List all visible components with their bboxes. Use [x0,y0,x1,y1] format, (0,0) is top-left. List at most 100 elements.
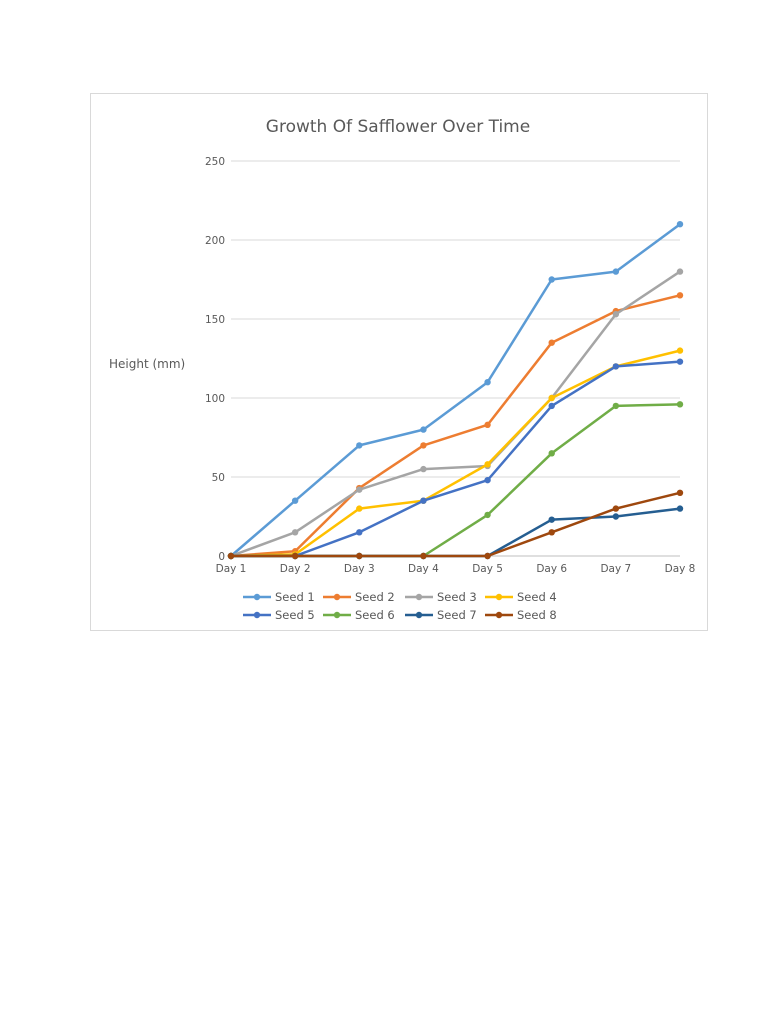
legend-item: Seed 1 [243,590,315,604]
legend-swatch-marker [415,611,423,619]
series-5 [227,358,684,560]
series-8 [227,489,684,560]
data-point [356,505,363,512]
x-tick-label: Day 4 [408,563,439,575]
data-point [420,465,427,473]
y-tick-label: 200 [205,235,225,247]
data-point [612,363,620,370]
data-point [548,394,555,402]
data-point [612,311,620,318]
series-1 [227,221,684,560]
data-point [420,497,427,504]
legend-swatch-marker [253,593,261,601]
data-point [548,450,555,457]
series-line [229,222,682,558]
legend-swatch-marker [333,593,341,601]
data-point [484,476,491,484]
legend-item: Seed 5 [243,608,315,622]
legend-swatch-marker [415,593,423,601]
y-axis-label: Height (mm) [109,357,185,371]
legend-item: Seed 8 [485,608,557,622]
legend-label: Seed 3 [437,590,477,604]
legend: Seed 1 Seed 2 Seed 3 Seed 4 Seed 5 Seed 6 Seed… [243,590,557,622]
line-chart: Growth Of Safflower Over Time Height (mm… [109,117,696,622]
legend-item: Seed 2 [323,590,395,604]
legend-label: Seed 1 [275,590,315,604]
data-point [420,426,427,433]
chart-title: Growth Of Safflower Over Time [266,117,530,137]
legend-label: Seed 8 [517,608,557,622]
legend-label: Seed 2 [355,590,395,604]
legend-label: Seed 7 [437,608,477,622]
data-point [612,513,620,520]
series-line [229,491,682,558]
legend-item: Seed 6 [323,608,395,622]
legend-label: Seed 4 [517,590,557,604]
data-point [612,268,620,275]
data-point [676,358,684,365]
data-point [676,489,684,496]
data-point [356,529,363,536]
legend-swatch-marker [495,593,503,601]
data-point [484,552,491,560]
data-point [356,486,363,493]
data-point [484,511,491,519]
series-line [229,360,682,558]
gridlines [231,160,680,557]
series-line [229,294,682,558]
data-point [356,442,363,449]
legend-label: Seed 5 [275,608,315,622]
y-tick-label: 100 [205,393,225,405]
y-tick-label: 150 [205,314,225,326]
data-point [676,221,684,228]
series-lines [227,221,684,560]
data-point [484,461,491,468]
data-point [676,347,684,354]
legend-swatch-marker [333,611,341,619]
data-point [484,421,491,429]
data-point [612,402,620,410]
data-point [676,401,684,408]
data-point [548,529,555,536]
data-point [548,276,555,283]
data-point [227,552,235,560]
series-6 [227,401,684,560]
data-point [676,505,684,512]
chart-frame: Growth Of Safflower Over Time Height (mm… [90,93,708,631]
data-point [484,379,491,386]
y-tick-label: 250 [205,156,225,168]
legend-item: Seed 4 [485,590,557,604]
x-tick-label: Day 5 [472,563,503,575]
x-tick-label: Day 8 [665,563,696,575]
data-point [548,516,555,523]
data-point [612,505,620,512]
x-tick-labels: Day 1 Day 2 Day 3 Day 4 Day 5 Day 6 Day 7 Day 8 [216,563,696,575]
y-tick-labels: 0 50 100 150 200 250 [205,156,225,563]
x-tick-label: Day 6 [536,563,567,575]
data-point [356,552,363,560]
x-tick-label: Day 3 [344,563,375,575]
series-line [229,270,682,558]
legend-label: Seed 6 [355,608,395,622]
data-point [676,268,684,275]
legend-item: Seed 7 [405,608,477,622]
data-point [291,497,299,504]
x-tick-label: Day 7 [600,563,631,575]
x-tick-label: Day 1 [216,563,247,575]
series-line [229,403,682,558]
data-point [548,339,555,346]
data-point [420,442,427,449]
data-point [676,292,684,299]
series-line [229,349,682,558]
legend-item: Seed 3 [405,590,477,604]
y-tick-label: 50 [212,472,225,484]
y-tick-label: 0 [218,551,225,563]
data-point [291,529,299,536]
data-point [548,402,555,410]
series-4 [227,347,684,560]
legend-swatch-marker [253,611,261,619]
data-point [420,552,427,560]
legend-swatch-marker [495,611,503,619]
x-tick-label: Day 2 [280,563,311,575]
data-point [291,552,299,560]
